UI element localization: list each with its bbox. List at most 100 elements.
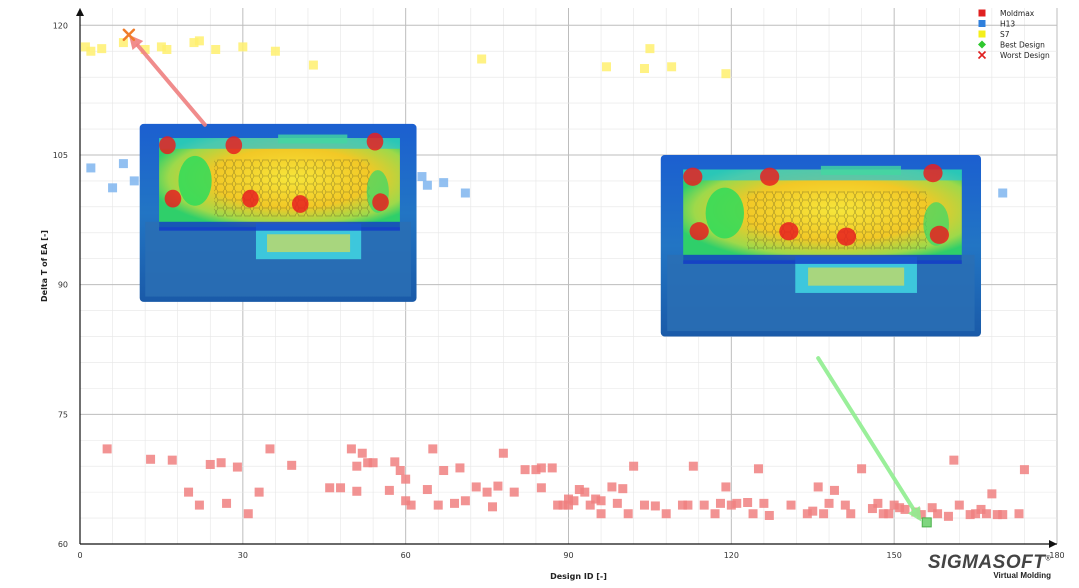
- point-moldmax: [867, 504, 877, 514]
- brand-name: SIGMASOFT: [927, 552, 1046, 573]
- highlight-markers: [122, 28, 932, 528]
- point-moldmax: [748, 509, 758, 519]
- point-moldmax: [971, 509, 981, 519]
- point-moldmax: [254, 487, 264, 497]
- legend-x-icon: [977, 50, 987, 60]
- point-moldmax: [677, 500, 687, 510]
- point-moldmax: [759, 498, 769, 508]
- point-moldmax: [558, 500, 568, 510]
- mold-hot-spot: [164, 189, 182, 208]
- point-moldmax: [216, 458, 226, 468]
- point-s7: [189, 38, 199, 48]
- mold-hot-spot: [225, 136, 243, 155]
- point-moldmax: [336, 483, 346, 493]
- point-moldmax: [390, 457, 400, 467]
- annotation-arrow-line: [135, 43, 207, 127]
- point-moldmax: [916, 510, 926, 520]
- annotation-arrowhead-icon: [907, 505, 922, 522]
- point-moldmax: [439, 466, 449, 476]
- point-moldmax: [488, 502, 498, 512]
- point-moldmax: [813, 482, 823, 492]
- point-moldmax: [580, 487, 590, 497]
- x-tick-label: 120: [724, 551, 739, 560]
- legend-swatch-h13: [978, 20, 986, 27]
- point-moldmax: [471, 482, 481, 492]
- point-moldmax: [878, 509, 888, 519]
- point-moldmax: [450, 498, 460, 508]
- simulation-image-worst: [139, 123, 417, 302]
- mold-hot-spot: [291, 195, 309, 213]
- point-moldmax: [222, 498, 232, 508]
- x-axis-title: Design ID [-]: [550, 572, 607, 581]
- point-moldmax: [715, 498, 725, 508]
- point-moldmax: [205, 459, 215, 469]
- y-tick-label: 105: [53, 151, 68, 160]
- point-moldmax: [363, 458, 373, 468]
- mold-hot-spot: [242, 189, 259, 208]
- point-moldmax: [732, 498, 742, 508]
- point-moldmax: [829, 485, 839, 495]
- legend-swatch-s7: [978, 30, 986, 38]
- point-s7: [211, 44, 221, 54]
- point-moldmax: [102, 444, 112, 454]
- point-moldmax: [422, 485, 432, 495]
- point-moldmax: [564, 500, 573, 510]
- mold-hot-spot: [366, 132, 384, 151]
- point-moldmax: [232, 462, 242, 472]
- point-moldmax: [607, 482, 617, 492]
- x-tick-label: 30: [238, 551, 248, 560]
- point-moldmax: [536, 483, 546, 493]
- point-moldmax: [287, 460, 297, 470]
- point-moldmax: [683, 500, 693, 510]
- point-moldmax: [998, 510, 1008, 520]
- mold-gate: [278, 134, 348, 144]
- mold-hot-spot: [372, 193, 389, 212]
- brand-tagline: Virtual Molding: [993, 571, 1051, 580]
- point-moldmax: [884, 509, 894, 519]
- point-moldmax: [368, 458, 378, 468]
- point-s7: [86, 46, 96, 56]
- y-tick-label: 75: [58, 410, 68, 419]
- point-s7: [97, 44, 107, 54]
- point-moldmax: [612, 498, 622, 508]
- point-s7: [308, 60, 318, 70]
- point-h13: [422, 180, 432, 190]
- point-moldmax: [357, 448, 367, 458]
- point-moldmax: [146, 454, 156, 464]
- worst-design-marker: [122, 28, 136, 42]
- point-moldmax: [943, 511, 953, 521]
- point-moldmax: [900, 504, 910, 514]
- point-moldmax: [721, 482, 731, 492]
- point-moldmax: [753, 464, 763, 474]
- point-moldmax: [699, 500, 709, 510]
- point-moldmax: [401, 474, 411, 484]
- legend-swatch-moldmax: [978, 9, 986, 17]
- simulation-image-best: [660, 154, 982, 337]
- point-moldmax: [895, 503, 905, 513]
- point-moldmax: [1019, 465, 1029, 475]
- point-h13: [129, 176, 139, 186]
- point-moldmax: [460, 496, 470, 506]
- point-moldmax: [623, 509, 633, 519]
- point-moldmax: [710, 509, 720, 519]
- legend-diamond-icon: [978, 40, 986, 49]
- mold-hot-spot: [923, 164, 943, 183]
- point-moldmax: [965, 510, 975, 520]
- mold-green-spot: [705, 187, 745, 239]
- point-moldmax: [531, 465, 541, 475]
- x-tick-label: 90: [563, 551, 573, 560]
- y-tick-label: 90: [58, 281, 68, 290]
- axes: 0 30 60 90 120 150 180 60 75 90 105 120 Design ID [-…: [40, 8, 1065, 581]
- point-s7: [270, 46, 280, 56]
- legend-label-s7: S7: [1000, 30, 1010, 39]
- point-moldmax: [243, 509, 253, 519]
- point-moldmax: [184, 487, 194, 497]
- point-moldmax: [688, 461, 698, 471]
- point-moldmax: [639, 500, 649, 510]
- point-moldmax: [596, 509, 606, 519]
- mold-cool-channel-core: [808, 267, 905, 286]
- x-tick-label: 180: [1049, 551, 1064, 560]
- legend-label-moldmax: Moldmax: [1000, 9, 1035, 18]
- mold-hot-spot: [683, 167, 703, 186]
- point-moldmax: [992, 510, 1002, 520]
